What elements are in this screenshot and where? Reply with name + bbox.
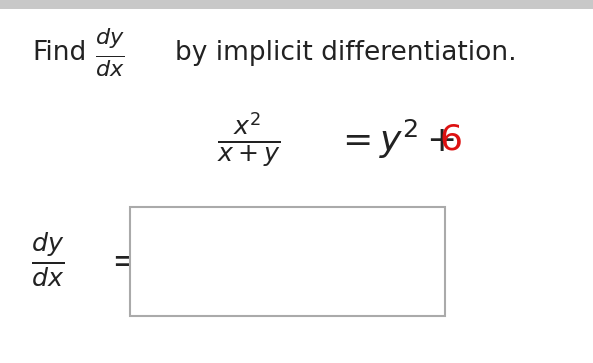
Text: $\frac{dy}{dx}$: $\frac{dy}{dx}$ <box>95 26 125 79</box>
Bar <box>130 207 445 316</box>
Text: $\frac{x^2}{x + y}$: $\frac{x^2}{x + y}$ <box>217 110 281 169</box>
Text: by implicit differentiation.: by implicit differentiation. <box>175 40 517 66</box>
Text: $\frac{dy}{dx}$: $\frac{dy}{dx}$ <box>31 231 64 288</box>
Text: Find: Find <box>33 40 87 66</box>
Text: $= y^2 + $: $= y^2 + $ <box>335 118 455 162</box>
Text: $=$: $=$ <box>104 242 139 277</box>
Text: $6$: $6$ <box>439 123 461 157</box>
